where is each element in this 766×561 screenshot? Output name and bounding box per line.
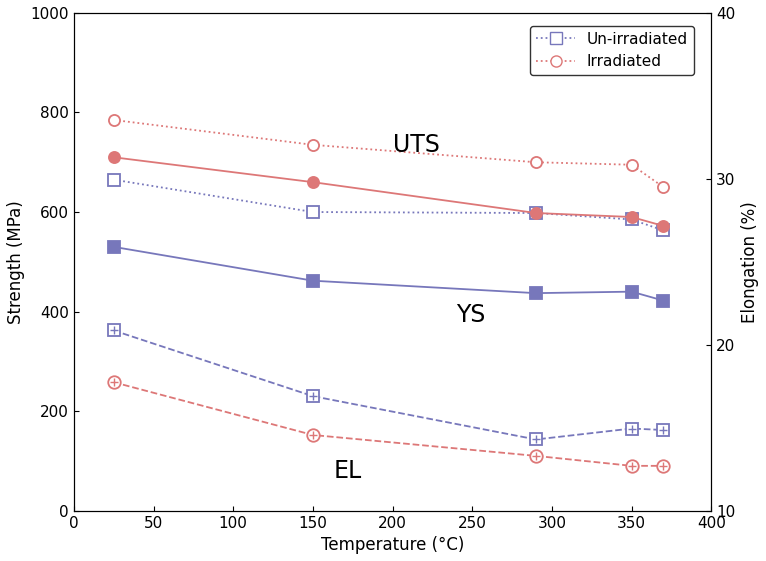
Y-axis label: Elongation (%): Elongation (%) bbox=[741, 201, 759, 323]
Y-axis label: Strength (MPa): Strength (MPa) bbox=[7, 200, 25, 324]
Text: YS: YS bbox=[457, 302, 486, 327]
Text: EL: EL bbox=[334, 459, 362, 483]
Text: UTS: UTS bbox=[392, 134, 440, 157]
X-axis label: Temperature (°C): Temperature (°C) bbox=[321, 536, 464, 554]
Legend: Un-irradiated, Irradiated: Un-irradiated, Irradiated bbox=[530, 26, 694, 75]
